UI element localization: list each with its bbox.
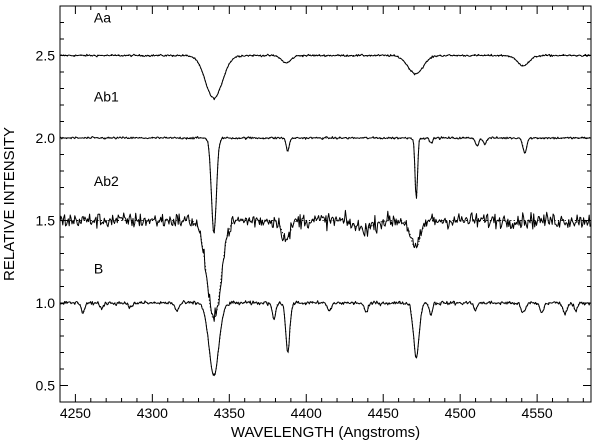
y-axis-label: RELATIVE INTENSITY	[1, 127, 18, 281]
y-tick-label: 0.5	[36, 378, 56, 394]
series-label: B	[94, 260, 103, 276]
y-tick-label: 2.0	[36, 130, 56, 146]
x-tick-label: 4350	[214, 405, 245, 421]
x-tick-label: 4450	[368, 405, 399, 421]
x-tick-label: 4500	[445, 405, 476, 421]
x-axis-label: WAVELENGTH (Angstroms)	[231, 424, 420, 441]
series-label: Ab1	[94, 89, 119, 105]
series-label: Aa	[94, 10, 111, 26]
series-label: Ab2	[94, 173, 119, 189]
plot-area: Aa Ab1 Ab2 B	[59, 10, 591, 377]
series-observed-line	[59, 300, 591, 376]
plot-frame	[59, 5, 592, 403]
y-tick-label: 1.5	[36, 213, 56, 229]
y-axis: 0.5 1.0 1.5 2.0 2.5	[36, 22, 591, 394]
series-observed-line	[59, 53, 591, 101]
x-tick-label: 4400	[291, 405, 322, 421]
y-tick-label: 2.5	[36, 48, 56, 64]
x-tick-label: 4250	[60, 405, 91, 421]
x-tick-label: 4300	[137, 405, 168, 421]
y-tick-label: 1.0	[36, 295, 56, 311]
series-model-line	[60, 302, 591, 377]
series-model-line	[60, 55, 591, 99]
series-observed-line	[59, 209, 591, 322]
x-axis: 4250 4300 4350 4400 4450 4500 4550	[59, 6, 584, 421]
series-model-line	[60, 220, 591, 321]
x-tick-label: 4550	[522, 405, 553, 421]
series-observed-line	[59, 136, 591, 234]
